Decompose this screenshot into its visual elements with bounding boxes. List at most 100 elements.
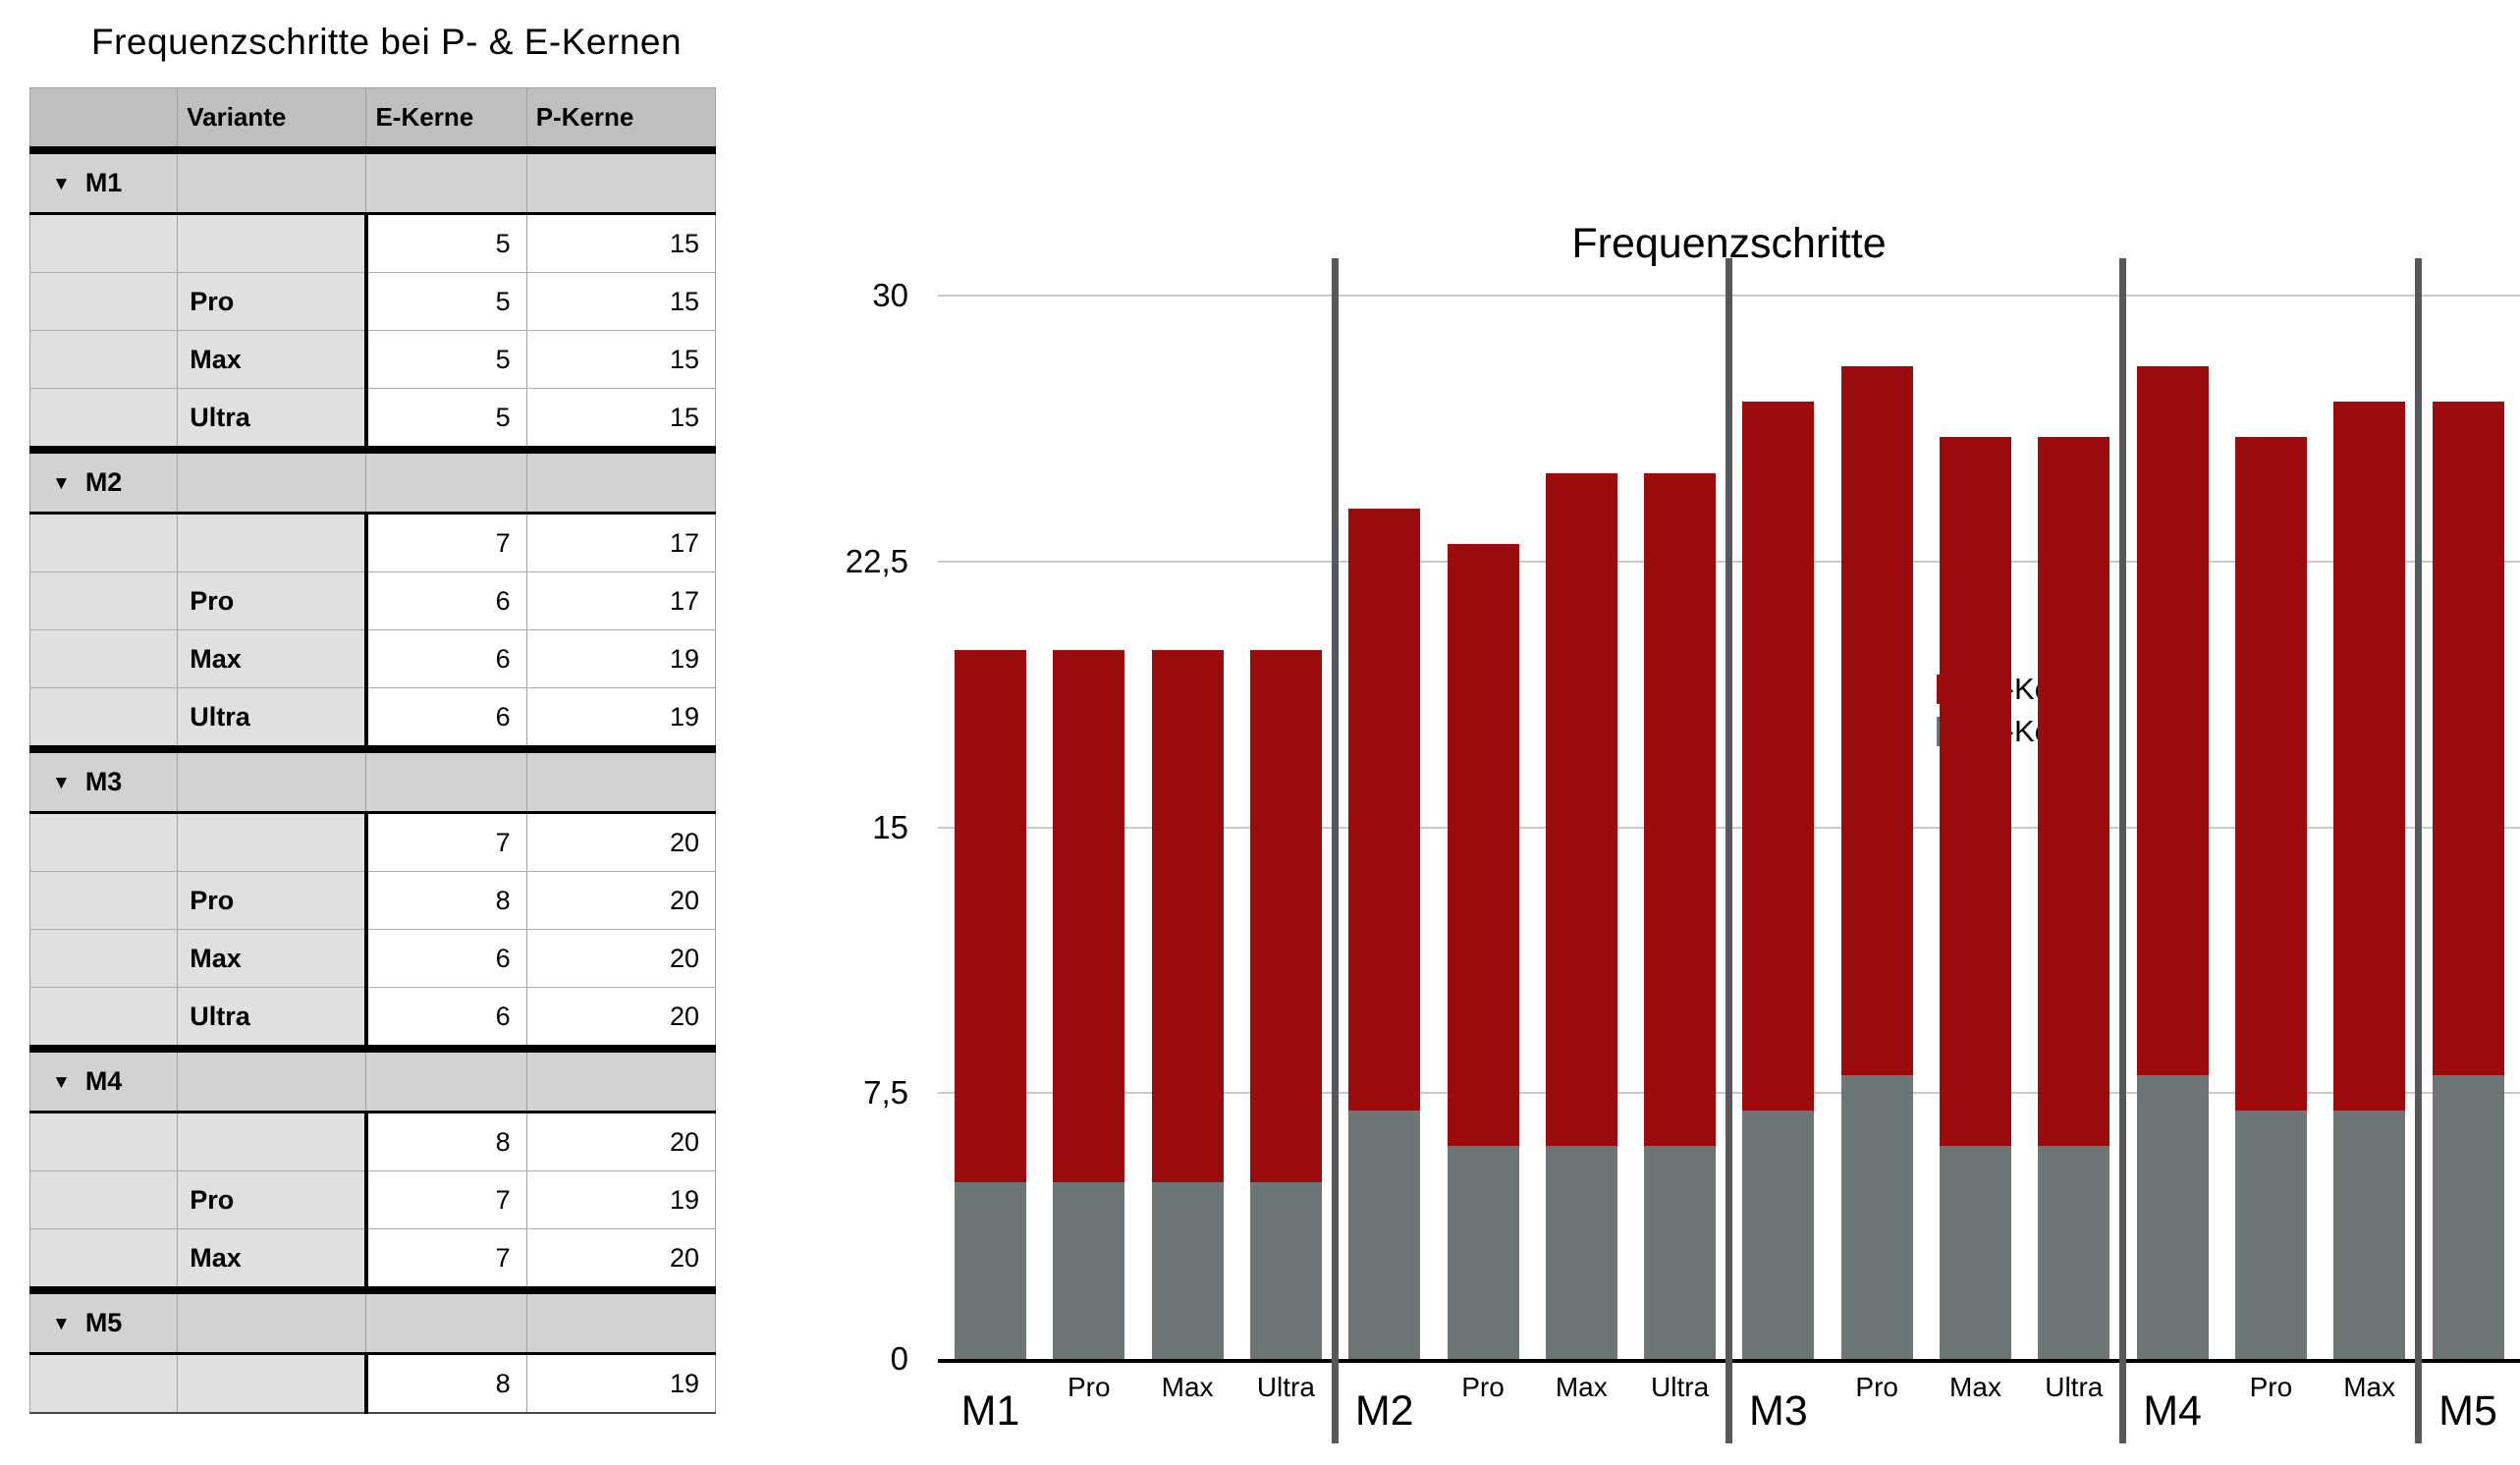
group-row-empty-cell bbox=[177, 1286, 367, 1355]
x-axis-group-label: M4 bbox=[2143, 1387, 2202, 1435]
p-kerne-cell[interactable]: 20 bbox=[526, 871, 717, 930]
p-kerne-cell[interactable]: 20 bbox=[526, 987, 717, 1050]
variant-cell[interactable] bbox=[177, 1112, 367, 1171]
disclosure-triangle-icon[interactable]: ▼ bbox=[52, 773, 71, 793]
e-kerne-cell[interactable]: 6 bbox=[363, 629, 527, 688]
bar-segment-e-kerne bbox=[1447, 1146, 1519, 1359]
e-kerne-cell[interactable]: 5 bbox=[363, 213, 527, 273]
p-kerne-cell[interactable]: 19 bbox=[526, 1353, 717, 1414]
variant-cell[interactable]: Max bbox=[177, 1228, 367, 1291]
x-axis-variant-label: Pro bbox=[1461, 1372, 1505, 1402]
table-row: Ultra 6 19 bbox=[29, 687, 717, 750]
e-kerne-cell[interactable]: 6 bbox=[363, 987, 527, 1050]
group-row-empty-cell bbox=[365, 745, 527, 814]
p-kerne-cell[interactable]: 19 bbox=[526, 629, 717, 688]
p-kerne-cell[interactable]: 15 bbox=[526, 330, 717, 389]
variant-cell[interactable]: Pro bbox=[177, 1170, 367, 1229]
variant-cell[interactable]: Pro bbox=[177, 571, 367, 630]
header-e-kerne: E-Kerne bbox=[365, 87, 527, 154]
group-separator-line bbox=[1726, 258, 1733, 1443]
p-kerne-cell[interactable]: 17 bbox=[526, 513, 717, 572]
table-row: 7 17 bbox=[29, 513, 717, 572]
bar-segment-p-kerne bbox=[2432, 402, 2504, 1076]
p-kerne-cell[interactable]: 20 bbox=[526, 1228, 717, 1291]
bar-segment-e-kerne bbox=[1053, 1181, 1125, 1359]
bar-segment-e-kerne bbox=[1940, 1146, 2011, 1359]
p-kerne-cell[interactable]: 19 bbox=[526, 1170, 717, 1229]
disclosure-triangle-icon[interactable]: ▼ bbox=[52, 1072, 71, 1093]
row-indent-cell bbox=[29, 987, 179, 1050]
table-group-row: ▼ M2 bbox=[29, 446, 717, 515]
y-tick-label: 7,5 bbox=[863, 1074, 908, 1112]
p-kerne-cell[interactable]: 19 bbox=[526, 687, 717, 750]
group-name: M3 bbox=[84, 767, 123, 796]
table-header-row: Variante E-Kerne P-Kerne bbox=[29, 87, 717, 154]
e-kerne-cell[interactable]: 6 bbox=[363, 687, 527, 750]
table-body: ▼ M1 5 15 Pro 5 15 Max 5 15 Ultra 5 15 ▼ M2 7 17 Pro 6 17 Ma… bbox=[29, 146, 717, 1414]
variant-cell[interactable]: Max bbox=[177, 929, 367, 988]
variant-cell[interactable] bbox=[177, 513, 367, 572]
disclosure-triangle-icon[interactable]: ▼ bbox=[52, 1314, 71, 1334]
variant-cell[interactable]: Ultra bbox=[177, 388, 367, 451]
variant-cell[interactable]: Ultra bbox=[177, 987, 367, 1050]
group-header-cell: ▼ M4 bbox=[29, 1045, 179, 1113]
e-kerne-cell[interactable]: 5 bbox=[363, 330, 527, 389]
bar-segment-p-kerne bbox=[1348, 508, 1421, 1112]
table-row: Max 6 20 bbox=[29, 929, 717, 988]
p-kerne-cell[interactable]: 17 bbox=[526, 571, 717, 630]
group-header-cell: ▼ M1 bbox=[29, 146, 179, 215]
variant-cell[interactable]: Pro bbox=[177, 272, 367, 331]
disclosure-triangle-icon[interactable]: ▼ bbox=[52, 174, 71, 194]
x-axis-variant-label: Max bbox=[1161, 1372, 1214, 1402]
bar-segment-e-kerne bbox=[955, 1181, 1026, 1359]
x-axis-variant-label: Ultra bbox=[1256, 1372, 1315, 1402]
e-kerne-cell[interactable]: 7 bbox=[363, 513, 527, 572]
e-kerne-cell[interactable]: 6 bbox=[363, 571, 527, 630]
y-axis-labels: 30 22,5 15 7,5 0 bbox=[687, 277, 908, 1377]
p-kerne-cell[interactable]: 20 bbox=[526, 1112, 717, 1171]
e-kerne-cell[interactable]: 6 bbox=[363, 929, 527, 988]
row-indent-cell bbox=[29, 213, 179, 273]
x-axis-group-label: M1 bbox=[960, 1387, 1020, 1435]
variant-cell[interactable]: Ultra bbox=[177, 687, 367, 750]
group-header-cell: ▼ M2 bbox=[29, 446, 179, 515]
bar-segment-e-kerne bbox=[1644, 1146, 1717, 1359]
p-kerne-cell[interactable]: 15 bbox=[526, 213, 717, 273]
e-kerne-cell[interactable]: 7 bbox=[363, 812, 527, 872]
disclosure-triangle-icon[interactable]: ▼ bbox=[52, 473, 71, 494]
row-indent-cell bbox=[29, 330, 179, 389]
e-kerne-cell[interactable]: 8 bbox=[363, 1353, 527, 1414]
row-indent-cell bbox=[29, 513, 179, 572]
bar-segment-e-kerne bbox=[2432, 1075, 2504, 1359]
e-kerne-cell[interactable]: 5 bbox=[363, 272, 527, 331]
table-row: Pro 7 19 bbox=[29, 1170, 717, 1229]
p-kerne-cell[interactable]: 20 bbox=[526, 812, 717, 872]
row-indent-cell bbox=[29, 812, 179, 872]
frequency-table: Variante E-Kerne P-Kerne ▼ M1 5 15 Pro 5 15 Max… bbox=[29, 87, 717, 1414]
variant-cell[interactable]: Pro bbox=[177, 871, 367, 930]
bar-segment-e-kerne bbox=[1545, 1146, 1617, 1359]
variant-cell[interactable]: Max bbox=[177, 330, 367, 389]
e-kerne-cell[interactable]: 8 bbox=[363, 1112, 527, 1171]
table-group-row: ▼ M3 bbox=[29, 745, 717, 814]
header-variante: Variante bbox=[177, 87, 367, 154]
y-tick-label: 0 bbox=[890, 1340, 908, 1377]
row-indent-cell bbox=[29, 272, 179, 331]
table-row: Max 5 15 bbox=[29, 330, 717, 389]
p-kerne-cell[interactable]: 15 bbox=[526, 272, 717, 331]
table-group-row: ▼ M4 bbox=[29, 1045, 717, 1113]
variant-cell[interactable]: Max bbox=[177, 629, 367, 688]
table-row: 8 20 bbox=[29, 1112, 717, 1171]
variant-cell[interactable] bbox=[177, 812, 367, 872]
variant-cell[interactable] bbox=[177, 1353, 367, 1414]
p-kerne-cell[interactable]: 20 bbox=[526, 929, 717, 988]
group-separator-line bbox=[1331, 258, 1339, 1443]
e-kerne-cell[interactable]: 7 bbox=[363, 1228, 527, 1291]
e-kerne-cell[interactable]: 5 bbox=[363, 388, 527, 451]
variant-cell[interactable] bbox=[177, 213, 367, 273]
group-separator-line bbox=[2119, 258, 2127, 1443]
x-axis-variant-label: Max bbox=[2343, 1372, 2396, 1402]
bar-segment-e-kerne bbox=[1742, 1111, 1815, 1359]
e-kerne-cell[interactable]: 7 bbox=[363, 1170, 527, 1229]
e-kerne-cell[interactable]: 8 bbox=[363, 871, 527, 930]
